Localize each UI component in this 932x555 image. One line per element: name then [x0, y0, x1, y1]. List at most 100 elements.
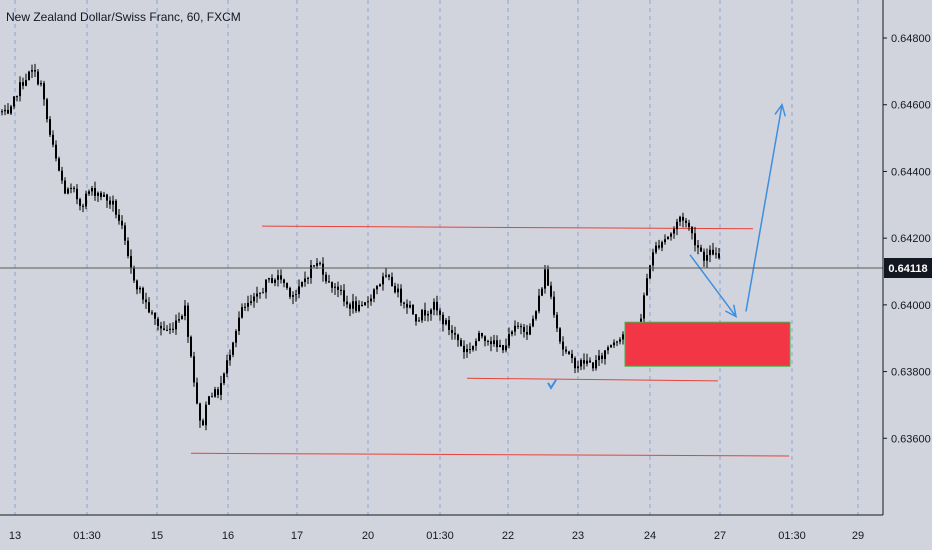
- candle-body: [28, 71, 30, 81]
- projection-arrow-head: [725, 304, 738, 318]
- price-axis[interactable]: 0.64800 0.64600 0.64400 0.64200 0.64000 0.638…: [883, 33, 931, 445]
- candle-body: [361, 304, 363, 306]
- time-axis-label: 22: [502, 530, 514, 542]
- candle-body: [97, 192, 99, 196]
- candle-body: [58, 158, 60, 171]
- candle-body: [418, 320, 420, 322]
- candle-body: [538, 295, 540, 312]
- candle-body: [343, 290, 345, 302]
- candle-body: [244, 306, 246, 308]
- candle-body: [106, 194, 108, 201]
- candle-body: [130, 255, 132, 268]
- candle-body: [415, 314, 417, 322]
- price-axis-label: 0.63600: [891, 433, 931, 445]
- candle-body: [406, 303, 408, 308]
- candle-body: [649, 265, 651, 279]
- candle-body: [202, 420, 204, 426]
- candle-body: [559, 328, 561, 342]
- demand-zone: [624, 321, 791, 367]
- candle-body: [109, 200, 111, 205]
- candle-body: [715, 253, 717, 255]
- candle-body: [601, 355, 603, 359]
- candle-body: [604, 350, 606, 359]
- current-price-badge-bg: [884, 258, 932, 278]
- candle-body: [433, 301, 435, 310]
- candle-body: [505, 345, 507, 351]
- candle-body: [256, 293, 258, 297]
- candle-body: [364, 302, 366, 306]
- candle-body: [229, 354, 231, 361]
- candle-body: [691, 227, 693, 234]
- candle-body: [532, 318, 534, 327]
- candle-body: [193, 356, 195, 383]
- candle-body: [574, 358, 576, 369]
- candle-body: [370, 298, 372, 302]
- candle-body: [535, 311, 537, 319]
- candle-body: [712, 249, 714, 255]
- candle-body: [610, 345, 612, 348]
- candle-body: [472, 345, 474, 350]
- candle-body: [589, 360, 591, 363]
- candle-body: [289, 287, 291, 297]
- candle-body: [25, 80, 27, 86]
- candle-body: [442, 314, 444, 325]
- time-axis[interactable]: 13 01:30 15 16 17 20 01:30 22 23 24 27 01:30 29: [9, 530, 864, 542]
- candle-body: [490, 341, 492, 345]
- candle-body: [670, 233, 672, 237]
- candle-body: [280, 275, 282, 280]
- candle-body: [331, 282, 333, 288]
- candle-body: [478, 332, 480, 342]
- level-lines: [190, 225, 790, 457]
- candle-body: [70, 187, 72, 189]
- price-axis-label: 0.64600: [891, 100, 931, 112]
- candles: [1, 63, 720, 431]
- candle-body: [514, 325, 516, 332]
- candle-body: [34, 70, 36, 72]
- candle-body: [301, 282, 303, 287]
- candle-body: [688, 222, 690, 228]
- price-axis-label: 0.64400: [891, 166, 931, 178]
- candle-body: [40, 83, 42, 85]
- candle-body: [565, 349, 567, 352]
- candle-body: [328, 281, 330, 283]
- candle-body: [373, 289, 375, 299]
- candle-body: [685, 220, 687, 223]
- candle-body: [352, 301, 354, 309]
- candle-body: [709, 249, 711, 256]
- candle-body: [157, 318, 159, 326]
- candle-body: [484, 336, 486, 341]
- candle-body: [325, 274, 327, 282]
- chart-title: New Zealand Dollar/Swiss Franc, 60, FXCM: [6, 10, 241, 24]
- candle-body: [115, 200, 117, 215]
- time-axis-label: 01:30: [426, 530, 454, 542]
- check-marker-icon: [547, 379, 557, 390]
- candle-body: [694, 233, 696, 246]
- candle-body: [292, 295, 294, 297]
- candle-body: [541, 288, 543, 296]
- candle-body: [322, 263, 324, 275]
- candle-body: [451, 330, 453, 334]
- candle-body: [553, 296, 555, 315]
- candle-body: [682, 216, 684, 221]
- candle-body: [88, 191, 90, 194]
- candle-body: [46, 99, 48, 120]
- candle-body: [313, 265, 315, 267]
- candle-body: [67, 188, 69, 194]
- candle-body: [49, 119, 51, 135]
- candle-body: [223, 373, 225, 384]
- time-axis-label: 01:30: [778, 530, 806, 542]
- candle-body: [454, 333, 456, 335]
- candle-body: [556, 314, 558, 329]
- candle-body: [217, 389, 219, 395]
- candle-body: [355, 301, 357, 311]
- candle-body: [388, 275, 390, 277]
- candle-body: [643, 295, 645, 319]
- candle-body: [268, 278, 270, 280]
- support-resistance-line: [466, 377, 719, 382]
- candle-body: [148, 302, 150, 313]
- candle-body: [121, 220, 123, 226]
- candle-body: [586, 360, 588, 364]
- candle-body: [460, 340, 462, 346]
